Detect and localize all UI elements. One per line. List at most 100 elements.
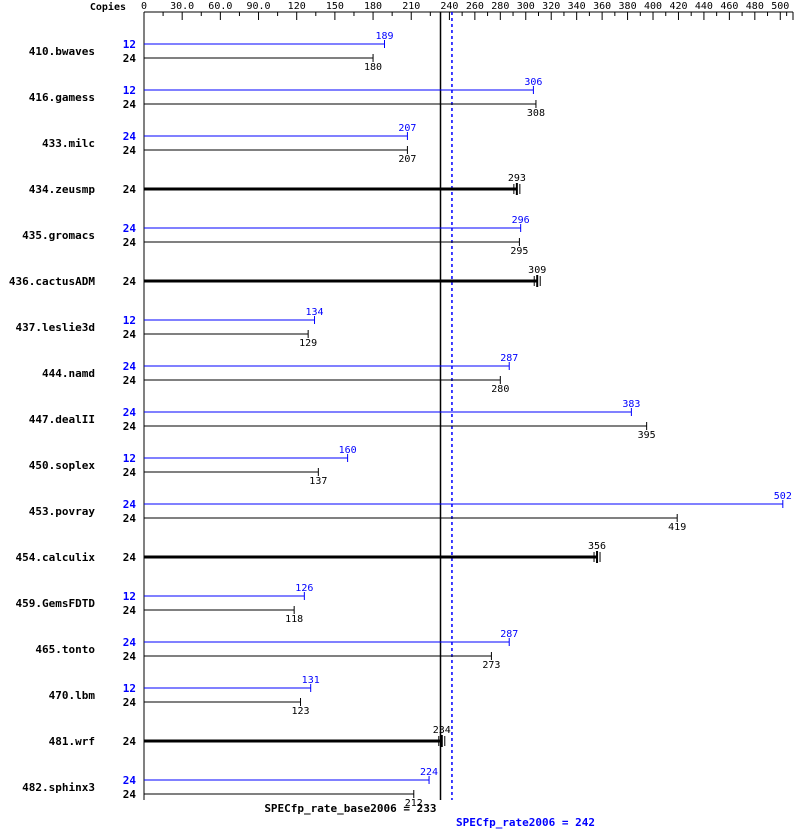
copies-value-peak: 12 [123, 38, 136, 51]
copies-value-base: 24 [123, 788, 137, 801]
base-value: 295 [510, 246, 528, 257]
peak-value: 160 [339, 445, 357, 456]
peak-value: 189 [375, 31, 393, 42]
copies-value-base: 24 [123, 604, 137, 617]
base-value: 234 [433, 725, 451, 736]
axis-tick-label: 210 [402, 1, 420, 12]
copies-value-peak: 12 [123, 452, 136, 465]
peak-value: 126 [295, 583, 313, 594]
benchmark-label: 437.leslie3d [16, 321, 95, 334]
axis-tick-label: 300 [517, 1, 535, 12]
copies-value-base: 24 [123, 512, 137, 525]
copies-value: 24 [123, 183, 137, 196]
base-value: 118 [285, 614, 303, 625]
benchmark-label: 470.lbm [49, 689, 96, 702]
peak-value: 296 [512, 215, 530, 226]
axis-tick-label: 340 [568, 1, 586, 12]
axis-tick-label: 440 [695, 1, 713, 12]
axis-tick-label: 360 [593, 1, 611, 12]
copies-value: 24 [123, 735, 137, 748]
copies-value-peak: 24 [123, 498, 137, 511]
copies-value-peak: 24 [123, 774, 137, 787]
base-value: 123 [291, 706, 309, 717]
peak-value: 224 [420, 767, 438, 778]
benchmark-label: 481.wrf [49, 735, 95, 748]
copies-value-peak: 24 [123, 406, 137, 419]
axis-tick-label: 280 [491, 1, 509, 12]
base-value: 309 [528, 265, 546, 276]
axis-tick-label: 480 [746, 1, 764, 12]
benchmark-label: 450.soplex [29, 459, 96, 472]
copies-value-peak: 24 [123, 360, 137, 373]
peak-value: 134 [305, 307, 323, 318]
benchmark-label: 459.GemsFDTD [16, 597, 96, 610]
axis-tick-label: 500 [771, 1, 789, 12]
axis-tick-label: 60.0 [208, 1, 232, 12]
benchmark-label: 436.cactusADM [9, 275, 95, 288]
axis-tick-label: 320 [542, 1, 560, 12]
axis-tick-label: 120 [288, 1, 306, 12]
benchmark-label: 444.namd [42, 367, 95, 380]
reference-label: SPECfp_rate2006 = 242 [456, 816, 595, 829]
benchmark-label: 435.gromacs [22, 229, 95, 242]
copies-value-peak: 12 [123, 314, 136, 327]
base-value: 212 [405, 798, 423, 809]
copies-value-base: 24 [123, 236, 137, 249]
axis-tick-label: 180 [364, 1, 382, 12]
copies-value-base: 24 [123, 650, 137, 663]
peak-value: 131 [302, 675, 320, 686]
base-value: 395 [638, 430, 656, 441]
benchmark-label: 454.calculix [16, 551, 96, 564]
base-value: 293 [508, 173, 526, 184]
base-value: 273 [482, 660, 500, 671]
copies-header: Copies [90, 1, 126, 13]
axis-tick-label: 240 [440, 1, 458, 12]
base-value: 129 [299, 338, 317, 349]
copies-value-base: 24 [123, 466, 137, 479]
benchmark-label: 453.povray [29, 505, 96, 518]
copies-value-base: 24 [123, 98, 137, 111]
copies-value-peak: 12 [123, 682, 136, 695]
benchmark-label: 410.bwaves [29, 45, 95, 58]
peak-value: 287 [500, 353, 518, 364]
base-value: 137 [309, 476, 327, 487]
spec-benchmark-chart: 030.060.090.0120150180210240260280300320… [0, 0, 799, 831]
axis-tick-label: 380 [619, 1, 637, 12]
copies-value-base: 24 [123, 374, 137, 387]
peak-value: 207 [398, 123, 416, 134]
copies-value: 24 [123, 551, 137, 564]
base-value: 419 [668, 522, 686, 533]
peak-value: 502 [774, 491, 792, 502]
benchmark-label: 482.sphinx3 [22, 781, 95, 794]
benchmark-label: 433.milc [42, 137, 95, 150]
axis-tick-label: 460 [720, 1, 738, 12]
copies-value-peak: 12 [123, 84, 136, 97]
benchmark-label: 465.tonto [35, 643, 95, 656]
copies-value-peak: 24 [123, 222, 137, 235]
base-value: 308 [527, 108, 545, 119]
base-value: 180 [364, 62, 382, 73]
benchmark-label: 447.dealII [29, 413, 95, 426]
copies-value-peak: 24 [123, 130, 137, 143]
copies-value-base: 24 [123, 52, 137, 65]
peak-value: 306 [524, 77, 542, 88]
axis-tick-label: 90.0 [246, 1, 270, 12]
axis-tick-label: 420 [669, 1, 687, 12]
axis-tick-label: 400 [644, 1, 662, 12]
benchmark-label: 434.zeusmp [29, 183, 96, 196]
axis-tick-label: 0 [141, 1, 147, 12]
copies-value-base: 24 [123, 328, 137, 341]
axis-tick-label: 260 [466, 1, 484, 12]
base-value: 356 [588, 541, 606, 552]
base-value: 280 [491, 384, 509, 395]
copies-value-base: 24 [123, 696, 137, 709]
copies-value-peak: 24 [123, 636, 137, 649]
base-value: 207 [398, 154, 416, 165]
copies-value-peak: 12 [123, 590, 136, 603]
peak-value: 383 [622, 399, 640, 410]
copies-value-base: 24 [123, 144, 137, 157]
copies-value: 24 [123, 275, 137, 288]
benchmark-label: 416.gamess [29, 91, 95, 104]
axis-tick-label: 150 [326, 1, 344, 12]
copies-value-base: 24 [123, 420, 137, 433]
